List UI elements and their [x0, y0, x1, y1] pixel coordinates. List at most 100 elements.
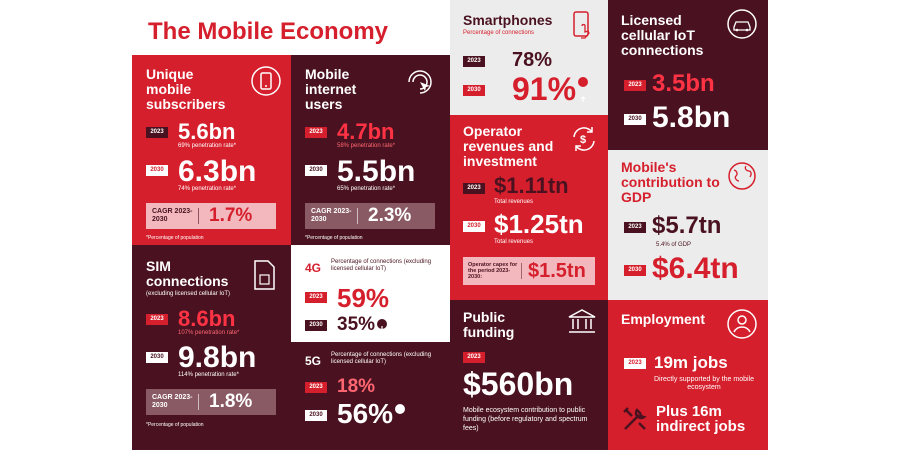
4g-label: 4G [305, 261, 322, 275]
arrow-up-icon [578, 77, 589, 102]
operator-heading: Operator revenues and investment [463, 123, 554, 169]
sim-2030-value: 9.8bn [178, 341, 257, 374]
4g-2023-value: 59% [337, 283, 390, 313]
unique-subscribers-panel: Unique mobile subscribers 2023 5.6bn 69%… [132, 55, 291, 245]
operator-2030-note: Total revenues [494, 239, 534, 245]
gdp-heading: Mobile's contribution to GDP [621, 159, 720, 205]
public-funding-description: Mobile ecosystem contribution to public … [463, 407, 588, 432]
cagr-label: CAGR 2023-2030 [311, 208, 352, 223]
iot-connections-panel: Licensed cellular IoT connections 2023 3… [608, 0, 768, 150]
year-badge-2030: 2030 [305, 410, 327, 421]
dollar-cycle-icon: $ [573, 127, 595, 151]
cagr-label: CAGR 2023-2030 [152, 394, 193, 409]
smartphone-touch-icon [251, 66, 281, 96]
capex-label: Operator capex for the period 2023-2030: [468, 262, 518, 280]
cagr-divider [357, 208, 358, 224]
sim-card-icon [254, 260, 275, 290]
gdp-2023-note: 5.4% of GDP [656, 242, 692, 248]
gdp-2030-value: $6.4tn [652, 252, 739, 285]
employment-heading: Employment [621, 311, 706, 327]
svg-text:$: $ [580, 134, 586, 146]
cursor-click-icon [408, 70, 432, 94]
arrow-up-icon [395, 404, 406, 425]
5g-description: Percentage of connections (excluding lic… [331, 352, 432, 365]
year-badge-2023: 2023 [146, 127, 168, 138]
year-badge-2030: 2030 [305, 320, 327, 331]
sim-heading: SIM connections [146, 258, 229, 289]
arrow-down-icon [377, 319, 388, 332]
smartphones-description: Percentage of connections [463, 30, 535, 36]
subscribers-footnote: *Percentage of population [146, 235, 204, 241]
internet-users-cagr-box: CAGR 2023-2030 2.3% [305, 203, 435, 229]
smartphone-tap-icon [573, 11, 590, 39]
smartphones-heading: Smartphones [463, 12, 553, 28]
5g-2030-value-row: 56% [337, 398, 406, 429]
employment-jobs-value: 19m jobs [654, 353, 728, 372]
5g-2023-value: 18% [337, 376, 376, 397]
year-badge-2030: 2030 [146, 165, 168, 176]
iot-2030-value: 5.8bn [652, 101, 731, 134]
year-badge-2030: 2030 [463, 85, 485, 96]
year-badge-2023: 2023 [463, 56, 485, 67]
iot-heading: Licensed cellular IoT connections [621, 12, 704, 58]
gdp-2023-value: $5.7tn [652, 212, 722, 239]
year-badge-2030: 2030 [463, 221, 485, 232]
internet-users-footnote: *Percentage of population [305, 235, 363, 241]
internet-users-2023-penetration: 58% penetration rate* [337, 143, 396, 149]
internet-users-2023-value: 4.7bn [337, 119, 395, 144]
subscribers-2030-value: 6.3bn [178, 155, 257, 188]
employment-jobs-note: Directly supported by the mobile ecosyst… [654, 376, 754, 391]
subscribers-cagr-value: 1.7% [209, 205, 253, 226]
capex-divider [521, 263, 522, 279]
operator-revenues-panel: Operator revenues and investment $ 2023 … [450, 115, 608, 300]
year-badge-2023: 2023 [463, 352, 485, 363]
5g-2030-value: 56% [337, 398, 394, 429]
public-funding-heading: Public funding [463, 309, 515, 340]
cagr-divider [198, 394, 199, 410]
subscribers-cagr-box: CAGR 2023-2030 1.7% [146, 203, 276, 229]
5g-label: 5G [305, 354, 322, 368]
internet-users-panel: Mobile internet users 2023 4.7bn 58% pen… [291, 55, 450, 245]
internet-users-2030-value: 5.5bn [337, 155, 416, 188]
internet-users-heading: Mobile internet users [305, 66, 357, 112]
subscribers-2023-value: 5.6bn [178, 119, 236, 144]
globe-icon [728, 162, 756, 190]
iot-2023-value: 3.5bn [652, 70, 715, 97]
sim-2023-value: 8.6bn [178, 306, 236, 331]
employment-indirect-jobs: Plus 16m indirect jobs [656, 403, 746, 435]
internet-users-2030-penetration: 65% penetration rate* [337, 186, 396, 192]
subscribers-2030-penetration: 74% penetration rate* [178, 186, 237, 192]
internet-users-cagr-value: 2.3% [368, 205, 412, 226]
year-badge-2030: 2030 [624, 265, 646, 276]
employment-panel: Employment 2023 19m jobs Directly suppor… [608, 300, 768, 450]
cagr-divider [198, 208, 199, 224]
4g-2030-value: 35% [337, 314, 376, 335]
gdp-panel: Mobile's contribution to GDP 2023 $5.7tn… [608, 150, 768, 300]
smartphones-panel: Smartphones Percentage of connections 20… [450, 0, 608, 115]
tools-icon [623, 407, 647, 430]
year-badge-2023: 2023 [305, 292, 327, 303]
capex-value: $1.5tn [528, 259, 586, 282]
sim-2023-penetration: 107% penetration rate* [178, 330, 240, 336]
year-badge-2023: 2023 [624, 358, 646, 369]
sim-cagr-box: CAGR 2023-2030 1.8% [146, 389, 276, 415]
year-badge-2023: 2023 [146, 314, 168, 325]
person-circle-icon [727, 309, 757, 339]
bank-building-icon [568, 309, 596, 333]
year-badge-2030: 2030 [624, 114, 646, 125]
smartphones-2030-value: 91% [512, 71, 577, 107]
public-funding-panel: Public funding 2023 $560bn Mobile ecosys… [450, 300, 608, 450]
operator-2023-note: Total revenues [494, 199, 534, 205]
5g-panel: 5G Percentage of connections (excluding … [291, 342, 450, 450]
year-badge-2030: 2030 [305, 165, 327, 176]
4g-description: Percentage of connections (excluding lic… [331, 259, 432, 272]
year-badge-2030: 2030 [146, 352, 168, 363]
4g-2030-value-row: 35% [337, 314, 388, 335]
year-badge-2023: 2023 [624, 222, 646, 233]
title-panel: The Mobile Economy [132, 0, 450, 55]
operator-2030-value: $1.25tn [494, 209, 584, 239]
year-badge-2023: 2023 [305, 382, 327, 393]
public-funding-value: $560bn [463, 366, 574, 402]
year-badge-2023: 2023 [305, 127, 327, 138]
sim-cagr-value: 1.8% [209, 391, 253, 412]
